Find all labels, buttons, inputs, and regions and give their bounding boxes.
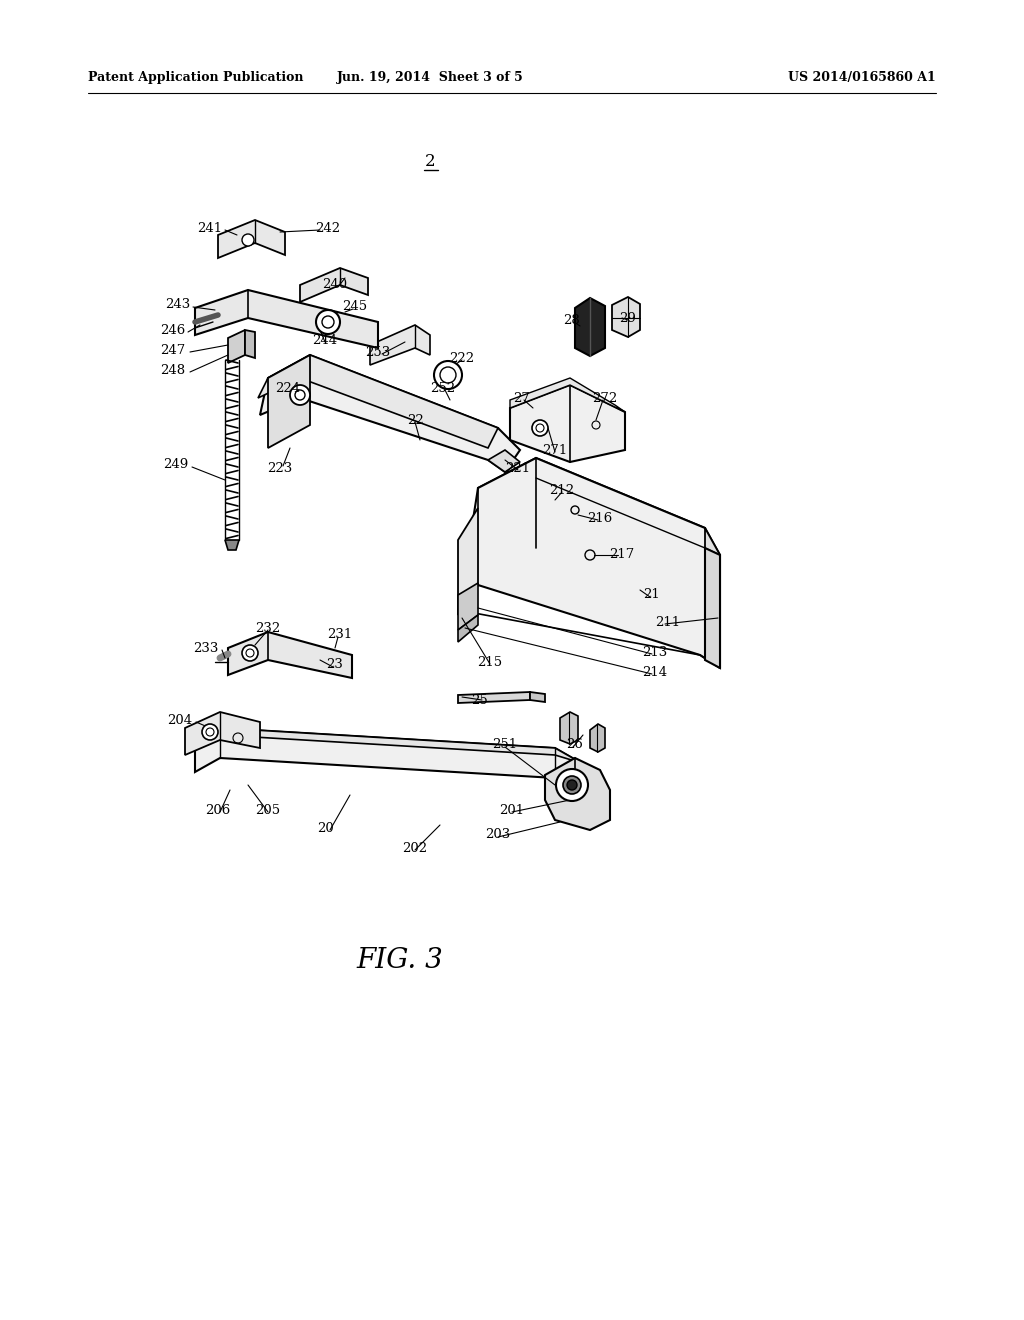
Text: 216: 216	[588, 511, 612, 524]
Polygon shape	[458, 615, 478, 642]
Text: 272: 272	[592, 392, 617, 404]
Polygon shape	[705, 548, 720, 668]
Polygon shape	[458, 508, 478, 615]
Text: 252: 252	[430, 381, 456, 395]
Text: 212: 212	[550, 483, 574, 496]
Text: 271: 271	[543, 444, 567, 457]
Text: 251: 251	[493, 738, 517, 751]
Text: 22: 22	[407, 413, 423, 426]
Text: 206: 206	[206, 804, 230, 817]
Text: FIG. 3: FIG. 3	[356, 946, 443, 974]
Circle shape	[556, 770, 588, 801]
Text: 221: 221	[506, 462, 530, 474]
Text: 244: 244	[312, 334, 338, 346]
Text: 25: 25	[472, 693, 488, 706]
Text: 215: 215	[477, 656, 503, 668]
Text: 249: 249	[163, 458, 188, 471]
Circle shape	[532, 420, 548, 436]
Text: 27: 27	[514, 392, 530, 404]
Polygon shape	[370, 325, 430, 366]
Text: 248: 248	[160, 363, 185, 376]
Text: 232: 232	[255, 622, 281, 635]
Polygon shape	[560, 711, 578, 744]
Circle shape	[567, 780, 577, 789]
Text: 231: 231	[328, 628, 352, 642]
Polygon shape	[458, 583, 478, 630]
Polygon shape	[458, 458, 720, 668]
Text: 29: 29	[620, 312, 637, 325]
Text: 202: 202	[402, 842, 428, 854]
Text: 242: 242	[315, 222, 341, 235]
Polygon shape	[228, 632, 352, 678]
Circle shape	[434, 360, 462, 389]
Polygon shape	[510, 385, 625, 462]
Text: US 2014/0165860 A1: US 2014/0165860 A1	[788, 71, 936, 84]
Text: 240: 240	[323, 279, 347, 292]
Polygon shape	[510, 378, 625, 412]
Polygon shape	[260, 355, 520, 473]
Polygon shape	[195, 729, 590, 768]
Circle shape	[242, 234, 254, 246]
Polygon shape	[258, 355, 498, 447]
Text: 246: 246	[160, 323, 185, 337]
Polygon shape	[245, 330, 255, 358]
Polygon shape	[195, 729, 590, 799]
Text: 213: 213	[642, 645, 668, 659]
Polygon shape	[185, 711, 260, 755]
Circle shape	[316, 310, 340, 334]
Text: Jun. 19, 2014  Sheet 3 of 5: Jun. 19, 2014 Sheet 3 of 5	[337, 71, 523, 84]
Text: 224: 224	[275, 381, 301, 395]
Polygon shape	[300, 268, 368, 302]
Text: 26: 26	[566, 738, 584, 751]
Polygon shape	[590, 723, 605, 752]
Text: 211: 211	[655, 615, 681, 628]
Text: 253: 253	[366, 346, 390, 359]
Polygon shape	[575, 298, 605, 356]
Text: Patent Application Publication: Patent Application Publication	[88, 71, 303, 84]
Text: 205: 205	[255, 804, 281, 817]
Polygon shape	[195, 290, 378, 348]
Text: 203: 203	[485, 829, 511, 842]
Text: 247: 247	[160, 343, 185, 356]
Text: 201: 201	[500, 804, 524, 817]
Text: 222: 222	[450, 351, 474, 364]
Polygon shape	[478, 458, 705, 548]
Text: 28: 28	[563, 314, 581, 326]
Polygon shape	[225, 540, 239, 550]
Text: 243: 243	[165, 298, 190, 312]
Polygon shape	[545, 758, 610, 830]
Polygon shape	[705, 528, 720, 668]
Circle shape	[290, 385, 310, 405]
Text: 204: 204	[167, 714, 193, 726]
Text: 245: 245	[342, 301, 368, 314]
Text: 2: 2	[425, 153, 435, 170]
Text: 214: 214	[642, 665, 668, 678]
Text: 217: 217	[609, 549, 635, 561]
Polygon shape	[228, 330, 245, 363]
Polygon shape	[458, 692, 530, 704]
Polygon shape	[218, 220, 285, 257]
Polygon shape	[268, 355, 310, 447]
Text: 241: 241	[197, 222, 222, 235]
Circle shape	[563, 776, 581, 795]
Text: 20: 20	[316, 821, 334, 834]
Polygon shape	[530, 692, 545, 702]
Polygon shape	[488, 450, 520, 473]
Text: 233: 233	[193, 642, 218, 655]
Text: 223: 223	[267, 462, 293, 474]
Polygon shape	[612, 297, 640, 337]
Text: 21: 21	[644, 589, 660, 602]
Text: 23: 23	[327, 659, 343, 672]
Circle shape	[202, 723, 218, 741]
Circle shape	[242, 645, 258, 661]
